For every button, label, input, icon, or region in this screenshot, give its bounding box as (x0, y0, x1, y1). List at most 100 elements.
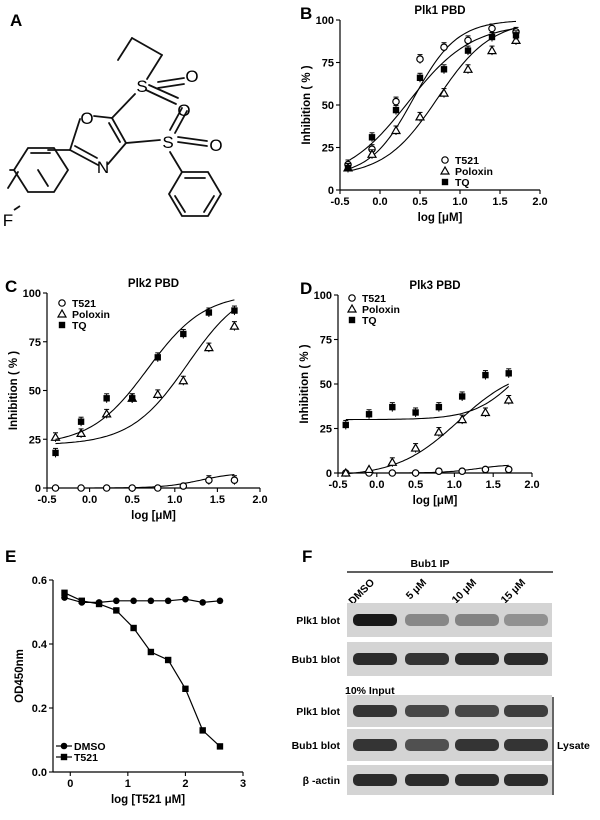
blot-band (353, 705, 397, 717)
series-line (64, 592, 221, 747)
chart-plk2-pbd: C Plk2 PBD -0.5 0.0 0.5 1.0 1.5 2.0 0 25 50 75 100 lo… (5, 277, 268, 522)
data-point (61, 589, 68, 596)
data-point (147, 597, 155, 605)
legend-marker (58, 299, 66, 307)
data-point (230, 476, 239, 485)
y-tick-label: 0 (326, 468, 332, 480)
data-point (416, 74, 424, 81)
data-point (510, 35, 522, 45)
lane-label: 15 μM (499, 576, 529, 606)
x-axis-label: log [μM] (131, 510, 176, 522)
x-tick-label: 0.5 (125, 494, 140, 506)
data-point (389, 403, 396, 411)
blot-row-label: β -actin (303, 775, 340, 787)
chart-title: Plk3 PBD (409, 280, 460, 292)
y-axis-label: Inhibition ( % ) (8, 351, 20, 430)
chemical-structure (7, 37, 223, 217)
data-point (458, 467, 466, 476)
blot-row: Plk1 blot (296, 603, 552, 637)
data-point (205, 309, 213, 316)
blot-band (504, 774, 548, 786)
x-tick-label: 1.0 (447, 479, 462, 491)
data-point (435, 467, 443, 476)
y-tick-label: 75 (320, 335, 332, 347)
atom-nitrogen: N (97, 158, 109, 177)
panel-a: A (3, 11, 223, 230)
legend-marker (441, 156, 449, 164)
atom-sulfur-1: S (136, 77, 147, 96)
x-tick-label: 0.5 (412, 196, 427, 208)
legend-marker (348, 294, 356, 302)
data-point (182, 685, 189, 692)
legend-entry-tq: TQ (58, 320, 87, 332)
blot-band (504, 705, 548, 717)
y-tick-label: 100 (316, 15, 334, 27)
fit-curve (347, 27, 517, 172)
chart-title: Plk1 PBD (414, 5, 465, 17)
panel-f-western-blot: F Bub1 IP DMSO 5 μM 10 μM 15 μM Plk1 blot Bu… (292, 547, 590, 795)
legend-marker (60, 753, 68, 761)
data-point (364, 464, 375, 474)
series-t521 (51, 473, 239, 492)
y-axis-label: OD450nm (14, 649, 26, 703)
data-point (113, 607, 120, 614)
fit-curve (55, 308, 235, 445)
panel-letter-c: C (5, 277, 17, 296)
data-point (77, 418, 85, 425)
x-tick-label: 1.5 (486, 479, 501, 491)
x-tick-label: 2.0 (252, 494, 267, 506)
data-point (154, 354, 161, 361)
data-point (387, 457, 398, 466)
data-point (199, 599, 206, 606)
data-point (231, 307, 238, 314)
x-tick-label: 2.0 (524, 479, 539, 491)
legend-marker (348, 316, 356, 324)
blot-band (455, 653, 499, 665)
blot-band (353, 653, 397, 665)
blot-band (405, 739, 449, 751)
atom-labels: O N F S O O S O O (3, 67, 223, 230)
legend-entry-t521: T521 (58, 298, 96, 310)
series-poloxin (342, 27, 522, 173)
fit-curve (347, 27, 517, 162)
data-point (340, 467, 351, 477)
legend-label: T521 (72, 298, 96, 310)
data-point (216, 743, 224, 750)
blot-band (455, 705, 499, 717)
data-point (164, 597, 172, 605)
blot-band (455, 739, 499, 751)
panel-letter-a: A (10, 11, 22, 30)
data-point (130, 624, 137, 632)
legend-marker (56, 308, 68, 318)
panel-letter-f: F (302, 547, 312, 566)
x-tick-label: 1.5 (492, 196, 507, 208)
data-point (411, 469, 420, 477)
x-axis-label: log [μM] (418, 212, 463, 224)
series-tq (52, 299, 238, 458)
legend-entry-dmso: DMSO (56, 741, 106, 753)
y-tick-label: 0 (35, 483, 41, 495)
atom-oxygen-2: O (177, 101, 190, 120)
blot-band (504, 614, 548, 626)
legend-label: Poloxin (455, 166, 493, 178)
data-point (78, 597, 85, 604)
chart-plk3-pbd: D Plk3 PBD -0.5 0.0 0.5 1.0 1.5 2.0 0 25 50 75 100 lo… (299, 279, 540, 507)
data-point (392, 97, 400, 106)
data-point (435, 403, 443, 411)
y-tick-label: 75 (29, 337, 41, 349)
data-point (147, 648, 155, 656)
y-tick-label: 25 (322, 143, 334, 155)
legend-entry-poloxin: Poloxin (56, 308, 110, 321)
series-dmso (61, 594, 224, 606)
blot-row: β -actin (303, 765, 552, 795)
atom-fluorine: F (3, 211, 13, 230)
data-point (414, 111, 426, 121)
chart-plk1-pbd: B Plk1 PBD -0.5 0.0 0.5 1.0 1.5 2.0 0 25 50 75 100 lo… (300, 4, 548, 224)
y-axis-label: Inhibition ( % ) (299, 344, 311, 423)
x-tick-label: 2.0 (532, 196, 547, 208)
series-t521 (61, 589, 224, 750)
blot-row: Plk1 blot (296, 695, 552, 727)
data-point (77, 484, 85, 492)
data-point (458, 393, 466, 400)
data-point (505, 370, 512, 377)
